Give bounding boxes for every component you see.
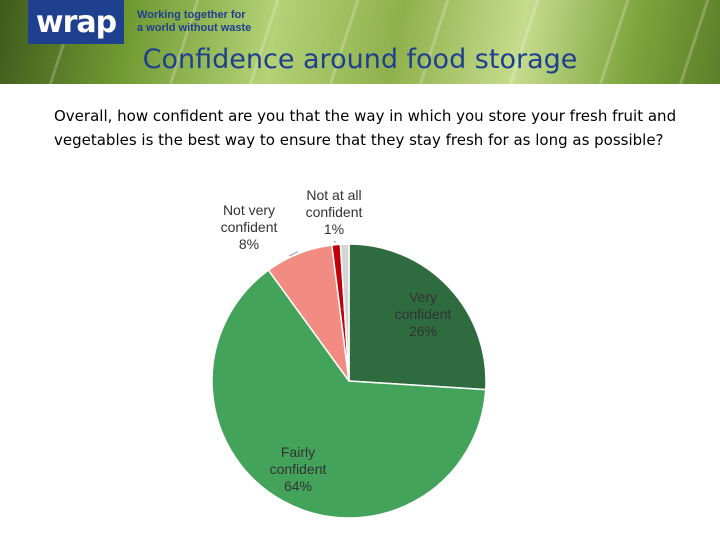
slice-category-label: Very xyxy=(409,289,437,305)
pie-slice xyxy=(339,243,350,382)
slice-value-label: 8% xyxy=(239,236,259,252)
slice-value-label: 26% xyxy=(409,323,437,339)
slice-category-label: Not at all xyxy=(306,187,361,203)
wrap-logo: wrap xyxy=(28,0,124,44)
leader-line xyxy=(333,240,337,243)
slice-category-label: confident xyxy=(270,461,327,477)
slice-category-label: confident xyxy=(221,219,278,235)
pie-slice xyxy=(211,269,487,519)
leader-line xyxy=(288,251,299,257)
wrap-logo-text: wrap xyxy=(35,4,117,40)
slice-value-label: 64% xyxy=(284,478,312,494)
slice-category-label: confident xyxy=(395,306,452,322)
slice-category-label: confident xyxy=(306,204,363,220)
slice-value-label: 1% xyxy=(324,221,344,237)
tagline-line-1: Working together for xyxy=(137,9,246,21)
slide-title: Confidence around food storage xyxy=(142,44,578,75)
header-banner: wrap Working together for a world withou… xyxy=(0,0,720,84)
tagline-line-2: a world without waste xyxy=(137,22,252,34)
slice-category-label: Fairly xyxy=(281,444,315,460)
slice-category-label: Not very xyxy=(223,202,275,218)
pie-slice xyxy=(348,243,487,391)
tagline: Working together for a world without was… xyxy=(137,9,297,35)
survey-question: Overall, how confident are you that the … xyxy=(54,107,677,149)
